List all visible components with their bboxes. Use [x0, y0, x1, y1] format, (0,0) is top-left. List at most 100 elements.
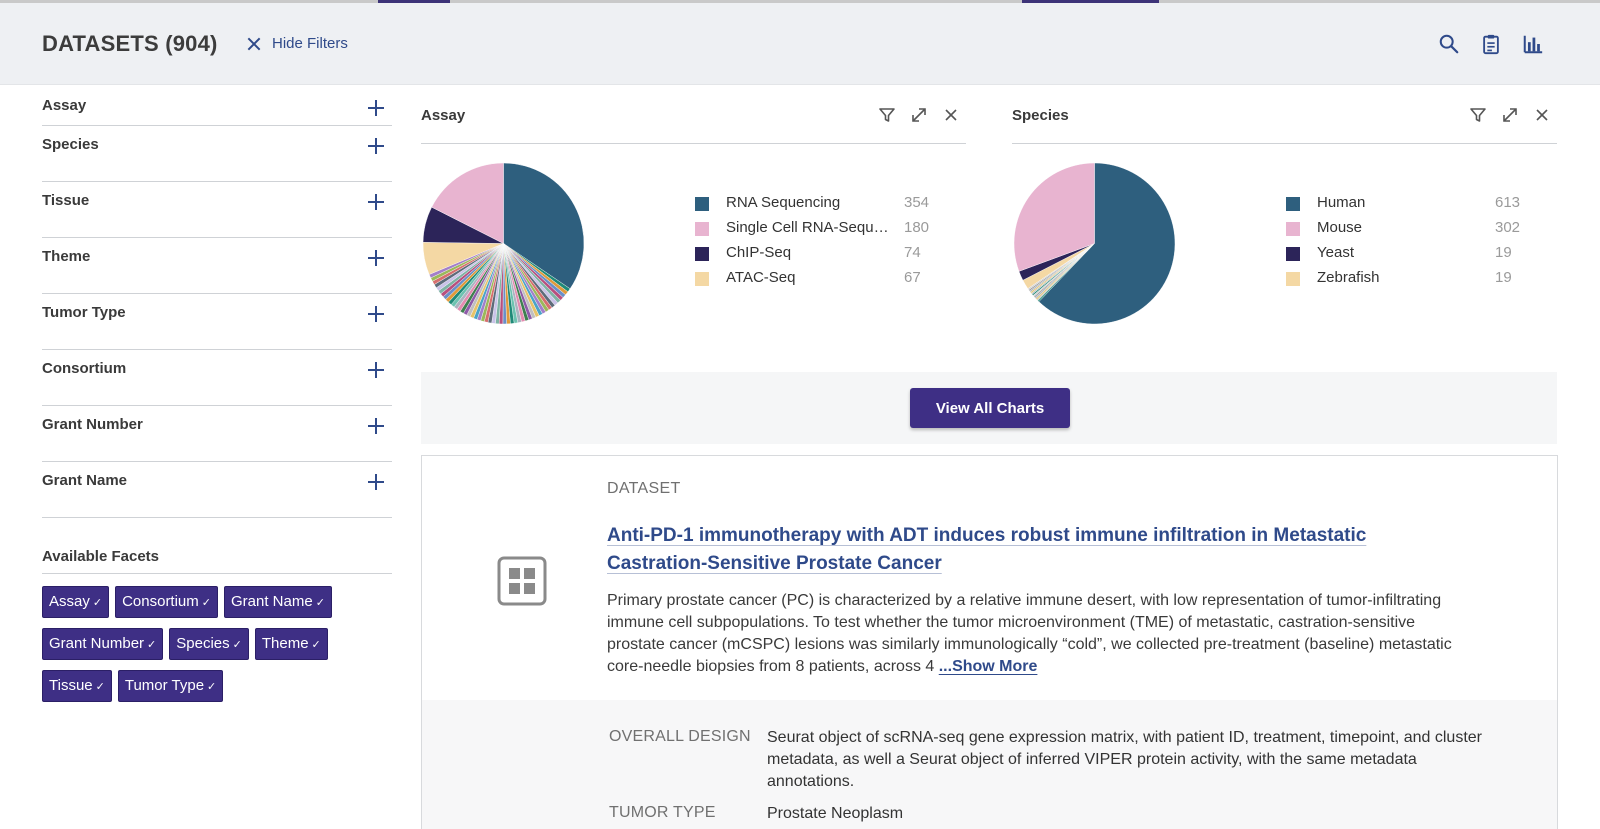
legend-item[interactable]: Human 613 [1286, 194, 1526, 219]
facet-grant-number[interactable]: Grant Number [42, 406, 392, 462]
chip-grant-number[interactable]: Grant Number ✓ [42, 628, 164, 660]
legend-count: 19 [1495, 244, 1512, 261]
chip-theme[interactable]: Theme ✓ [254, 628, 328, 660]
check-icon: ✓ [207, 681, 217, 693]
pie-slice[interactable] [503, 162, 585, 290]
check-icon: ✓ [147, 639, 157, 651]
facet-tumor-type[interactable]: Tumor Type [42, 294, 392, 350]
chip-label: Grant Number [49, 635, 145, 652]
plus-icon[interactable] [368, 100, 384, 116]
filter-icon[interactable] [1469, 106, 1487, 124]
filter-sidebar: Assay Species Tissue Theme Tumor Type Co… [42, 90, 392, 702]
facet-label: Species [42, 136, 99, 153]
facet-consortium[interactable]: Consortium [42, 350, 392, 406]
view-all-charts-button[interactable]: View All Charts [910, 388, 1070, 428]
check-icon: ✓ [95, 681, 105, 693]
facet-assay[interactable]: Assay [42, 90, 392, 126]
facet-label: Theme [42, 248, 91, 265]
plus-icon[interactable] [368, 362, 384, 378]
page-title: DATASETS (904) [42, 31, 218, 56]
legend-item[interactable]: ChIP-Seq 74 [695, 244, 935, 269]
detail-value: Seurat object of scRNA-seq gene expressi… [767, 729, 1482, 790]
bar-chart-icon[interactable] [1522, 33, 1544, 55]
legend-label: Single Cell RNA-Seque... [726, 219, 894, 236]
plus-icon[interactable] [368, 418, 384, 434]
pie-slice[interactable] [431, 162, 504, 244]
filter-icon[interactable] [878, 106, 896, 124]
assay-chart-card: Assay RNA Sequencing 354 Single Cell RNA-… [421, 90, 966, 340]
assay-pie-chart [422, 162, 585, 325]
legend-swatch [1286, 197, 1300, 211]
chip-label: Tissue [49, 677, 93, 694]
legend-label: RNA Sequencing [726, 194, 841, 211]
species-legend: Human 613 Mouse 302 Yeast 19 Zebrafish 19 [1286, 194, 1526, 294]
dataset-icon [497, 556, 547, 606]
chart-title: Species [1012, 107, 1069, 124]
plus-icon[interactable] [368, 474, 384, 490]
page-header: DATASETS (904) Hide Filters [0, 3, 1600, 85]
facet-species[interactable]: Species [42, 126, 392, 182]
legend-label: Mouse [1317, 219, 1363, 236]
top-progress-lines [0, 0, 1600, 3]
dataset-result-card: DATASET Anti-PD-1 immunotherapy with ADT… [421, 455, 1558, 829]
legend-item[interactable]: Single Cell RNA-Seque... 180 [695, 219, 935, 244]
plus-icon[interactable] [368, 194, 384, 210]
plus-icon[interactable] [368, 138, 384, 154]
facet-label: Grant Name [42, 472, 128, 489]
close-icon[interactable] [942, 106, 960, 124]
expand-icon[interactable] [1501, 106, 1519, 124]
legend-count: 74 [904, 244, 921, 261]
available-facets-title: Available Facets [42, 548, 392, 574]
chip-species[interactable]: Species ✓ [169, 628, 249, 660]
legend-item[interactable]: RNA Sequencing 354 [695, 194, 935, 219]
chip-assay[interactable]: Assay ✓ [42, 586, 110, 618]
legend-count: 302 [1495, 219, 1521, 236]
detail-key: TUMOR TYPE [609, 804, 716, 821]
facet-chips: Assay ✓ Consortium ✓ Grant Name ✓ Grant Num… [42, 586, 342, 702]
pie-slice[interactable] [1038, 162, 1176, 325]
header-tools [1438, 33, 1544, 55]
top-line-segment [1022, 0, 1159, 3]
pie-slice[interactable] [1013, 162, 1095, 272]
check-icon: ✓ [311, 639, 321, 651]
plus-icon[interactable] [368, 306, 384, 322]
chip-tissue[interactable]: Tissue ✓ [42, 670, 112, 702]
legend-item[interactable]: Mouse 302 [1286, 219, 1526, 244]
dataset-title-link[interactable]: Anti-PD-1 immunotherapy with ADT induces… [607, 525, 1367, 574]
legend-item[interactable]: Yeast 19 [1286, 244, 1526, 269]
facet-tissue[interactable]: Tissue [42, 182, 392, 238]
legend-count: 354 [904, 194, 930, 211]
expand-icon[interactable] [910, 106, 928, 124]
facet-theme[interactable]: Theme [42, 238, 392, 294]
legend-swatch [1286, 272, 1300, 286]
chip-label: Tumor Type [124, 677, 205, 694]
show-more-link[interactable]: ...Show More [938, 658, 1038, 675]
legend-label: ChIP-Seq [726, 244, 792, 261]
legend-swatch [695, 272, 709, 286]
check-icon: ✓ [201, 597, 211, 609]
legend-count: 180 [904, 219, 930, 236]
hide-filters-button[interactable]: Hide Filters [246, 35, 348, 52]
assay-legend: RNA Sequencing 354 Single Cell RNA-Seque.… [695, 194, 935, 294]
legend-label: Human [1317, 194, 1366, 211]
chip-consortium[interactable]: Consortium ✓ [115, 586, 218, 618]
legend-count: 67 [904, 269, 921, 286]
legend-swatch [695, 197, 709, 211]
search-icon[interactable] [1438, 33, 1460, 55]
detail-value: Prostate Neoplasm [767, 805, 904, 822]
species-chart-card: Species Human 613 Mouse 302 Yeast 19 Zebraf… [1012, 90, 1557, 340]
result-type-label: DATASET [607, 480, 681, 497]
facet-grant-name[interactable]: Grant Name [42, 462, 392, 518]
divider [1012, 143, 1557, 144]
chip-label: Theme [261, 635, 309, 652]
legend-swatch [695, 222, 709, 236]
legend-item[interactable]: ATAC-Seq 67 [695, 269, 935, 294]
facet-label: Consortium [42, 360, 127, 377]
chip-tumor-type[interactable]: Tumor Type ✓ [117, 670, 224, 702]
plus-icon[interactable] [368, 250, 384, 266]
legend-item[interactable]: Zebrafish 19 [1286, 269, 1526, 294]
chip-grant-name[interactable]: Grant Name ✓ [224, 586, 332, 618]
clipboard-icon[interactable] [1480, 33, 1502, 55]
close-icon[interactable] [1533, 106, 1551, 124]
species-pie-chart [1013, 162, 1176, 325]
